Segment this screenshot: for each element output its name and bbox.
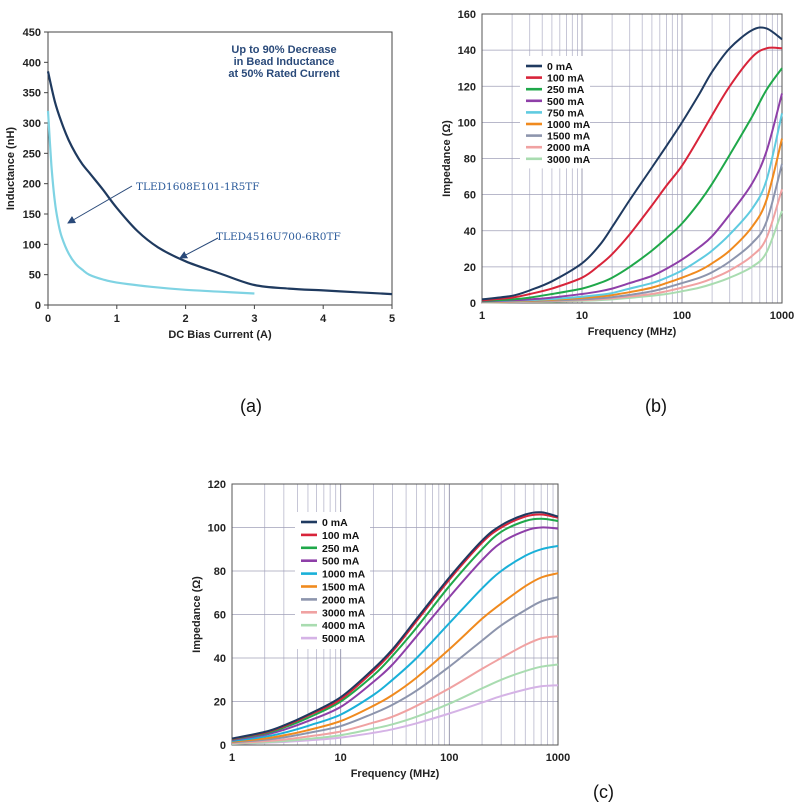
y-axis-label-b: Impedance (Ω) [441, 120, 453, 197]
plot-frame-c [231, 483, 559, 746]
y-tick-label-b: 160 [458, 9, 476, 21]
legend-entry-b: 3000 mA [547, 154, 591, 166]
x-tick-label-a: 0 [45, 313, 51, 325]
annotation-line: at 50% Rated Current [228, 68, 340, 80]
y-tick-label-a: 150 [23, 209, 41, 221]
chart-b-impedance-vs-frequency: 0 20 40 60 80 100 120 140 160 1 10 100 1000 Frequency… [441, 9, 794, 338]
y-tick-label-a: 300 [23, 118, 41, 130]
series-line-c-1000-mA [231, 545, 559, 742]
plot-frame-b [481, 13, 783, 304]
x-tick-label-b: 1 [479, 310, 485, 322]
y-tick-label-b: 140 [458, 45, 476, 57]
y-tick-label-a: 450 [23, 27, 41, 39]
y-tick-label-c: 120 [208, 479, 226, 491]
y-tick-label-b: 60 [464, 190, 476, 202]
y-tick-label-c: 40 [214, 653, 226, 665]
y-tick-label-c: 20 [214, 697, 226, 709]
legend-entry-c: 3000 mA [322, 607, 366, 619]
legend-entry-b: 750 mA [547, 107, 585, 119]
legend-entry-b: 2000 mA [547, 142, 591, 154]
panel-label-a: (a) [240, 396, 262, 416]
x-tick-label-b: 10 [576, 310, 588, 322]
legend-entry-c: 1000 mA [322, 569, 366, 581]
y-axis-label-a: Inductance (nH) [5, 127, 17, 210]
x-tick-label-a: 5 [389, 313, 395, 325]
legend-entry-b: 0 mA [547, 61, 573, 73]
legend-entry-c: 1500 mA [322, 582, 366, 594]
y-tick-label-c: 100 [208, 523, 226, 535]
series-line-c-4000-mA [231, 663, 559, 745]
legend-entry-c: 100 mA [322, 530, 360, 542]
plot-frame-a [47, 31, 393, 306]
y-tick-label-b: 20 [464, 262, 476, 274]
y-tick-label-b: 80 [464, 154, 476, 166]
series-line-b-100-mA [481, 46, 783, 302]
annotation-line: Up to 90% Decrease [231, 44, 336, 56]
y-tick-label-a: 250 [23, 148, 41, 160]
legend-entry-c: 500 mA [322, 556, 360, 568]
curve-label-tled1608: TLED1608E101-1R5TF [136, 181, 260, 193]
y-tick-label-a: 0 [35, 300, 41, 312]
panel-label-b: (b) [645, 396, 667, 416]
legend-entry-c: 0 mA [322, 517, 348, 529]
x-axis-label-a: DC Bias Current (A) [168, 329, 272, 341]
y-tick-label-b: 0 [470, 298, 476, 310]
series-line-c-1500-mA [231, 572, 559, 743]
x-tick-label-b: 1000 [770, 310, 794, 322]
series-line-c-250-mA [231, 517, 559, 741]
series-line-TLED1608E101-1R5TF [46, 110, 255, 295]
legend-entry-c: 250 mA [322, 543, 360, 555]
x-tick-label-a: 1 [114, 313, 120, 325]
series-line-TLED4516U700-6R0TF [46, 71, 393, 296]
y-tick-label-b: 40 [464, 226, 476, 238]
series-line-c-0-mA [231, 511, 559, 740]
arrow-to-tled4516 [179, 237, 219, 259]
arrow-to-tled1608 [67, 185, 133, 224]
series-line-b-750-mA [481, 113, 783, 303]
y-tick-label-c: 0 [220, 740, 226, 752]
x-tick-label-a: 4 [320, 313, 327, 325]
chart-a-inductance-vs-bias: 0 50 100 150 200 250 300 350 400 450 0 1 2 3 4 5 DC Bias… [5, 27, 395, 341]
y-axis-label-c: Impedance (Ω) [191, 576, 203, 653]
x-tick-label-b: 100 [673, 310, 691, 322]
y-tick-label-a: 350 [23, 88, 41, 100]
x-tick-label-a: 2 [183, 313, 189, 325]
series-line-c-2000-mA [231, 596, 559, 744]
y-tick-label-c: 80 [214, 566, 226, 578]
x-tick-label-c: 1 [229, 752, 235, 764]
y-tick-label-a: 200 [23, 179, 41, 191]
series-line-c-3000-mA [231, 635, 559, 744]
series-line-b-250-mA [481, 67, 783, 302]
y-tick-label-b: 100 [458, 117, 476, 129]
y-tick-label-a: 50 [29, 270, 41, 282]
legend-entry-c: 4000 mA [322, 620, 366, 632]
y-tick-label-a: 400 [23, 57, 41, 69]
panel-label-c: (c) [593, 782, 614, 802]
legend-entry-b: 500 mA [547, 96, 585, 108]
legend-entry-c: 2000 mA [322, 594, 366, 606]
x-tick-label-c: 1000 [546, 752, 570, 764]
y-tick-label-b: 120 [458, 81, 476, 93]
annotation-line: in Bead Inductance [234, 56, 335, 68]
x-tick-label-a: 3 [251, 313, 257, 325]
series-line-b-0-mA [481, 26, 783, 301]
legend-entry-b: 100 mA [547, 73, 585, 85]
x-axis-label-c: Frequency (MHz) [351, 768, 440, 780]
x-axis-label-b: Frequency (MHz) [588, 326, 677, 338]
legend-entry-b: 1000 mA [547, 119, 591, 131]
y-tick-label-c: 60 [214, 610, 226, 622]
legend-entry-b: 1500 mA [547, 131, 591, 143]
series-line-b-500-mA [481, 93, 783, 303]
legend-entry-b: 250 mA [547, 84, 585, 96]
x-tick-label-c: 100 [440, 752, 458, 764]
series-line-c-500-mA [231, 526, 559, 741]
y-tick-label-a: 100 [23, 239, 41, 251]
legend-entry-c: 5000 mA [322, 633, 366, 645]
curve-label-tled4516: TLED4516U700-6R0TF [216, 231, 341, 243]
x-tick-label-c: 10 [335, 752, 347, 764]
